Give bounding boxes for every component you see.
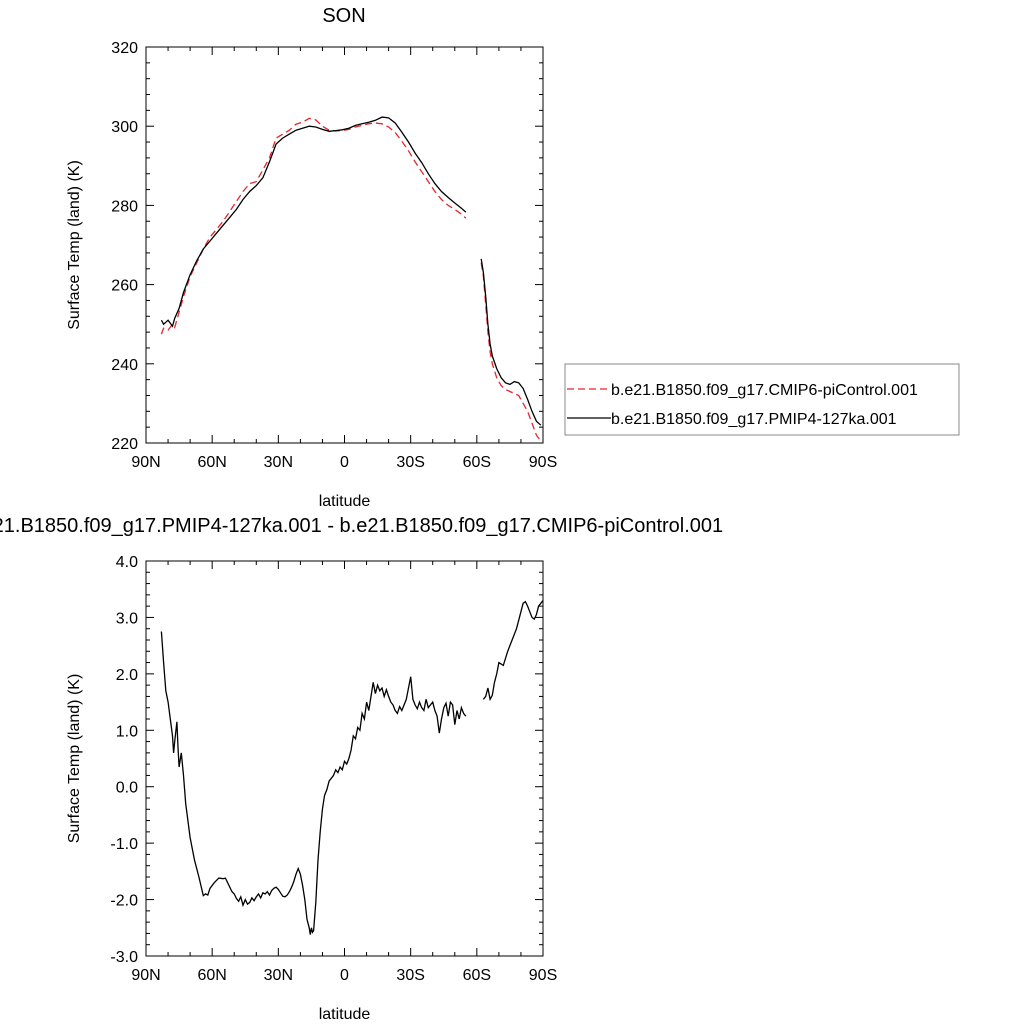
x-tick-label: 90S: [529, 454, 557, 471]
y-tick-label: 4.0: [116, 554, 138, 571]
x-tick-label: 30N: [264, 967, 293, 984]
x-tick-label: 90N: [131, 454, 160, 471]
legend-label-1: b.e21.B1850.f09_g17.CMIP6-piControl.001: [611, 382, 918, 399]
plot-frame: [145, 560, 544, 957]
x-axis-label: latitude: [319, 1006, 371, 1023]
y-tick-label: 0.0: [116, 780, 138, 797]
x-tick-label: 90S: [529, 967, 557, 984]
y-tick-label: 220: [111, 436, 138, 453]
x-tick-label: 90N: [131, 967, 160, 984]
x-tick-label: 0: [340, 967, 349, 984]
y-tick-label: 320: [111, 40, 138, 57]
x-tick-label: 0: [340, 454, 349, 471]
chart-panel-2: [145, 560, 544, 957]
y-axis-label: Surface Temp (land) (K): [66, 674, 83, 844]
x-tick-label: 30N: [264, 454, 293, 471]
x-tick-label: 30S: [396, 967, 424, 984]
y-tick-label: 2.0: [116, 667, 138, 684]
y-tick-label: -1.0: [110, 836, 138, 853]
legend-label-2: b.e21.B1850.f09_g17.PMIP4-127ka.001: [611, 411, 897, 428]
legend: [564, 363, 960, 436]
chart-panel-1: [145, 46, 544, 444]
y-tick-label: 3.0: [116, 610, 138, 627]
chart-title: SON: [322, 5, 365, 27]
x-tick-label: 60N: [197, 967, 226, 984]
y-tick-label: 1.0: [116, 723, 138, 740]
y-tick-label: 240: [111, 357, 138, 374]
chart-title: b.e21.B1850.f09_g17.PMIP4-127ka.001 - b.…: [0, 515, 723, 537]
y-axis-label: Surface Temp (land) (K): [66, 160, 83, 330]
x-axis-label: latitude: [319, 493, 371, 510]
y-tick-label: -3.0: [110, 949, 138, 966]
y-tick-label: 260: [111, 278, 138, 295]
legend-box: [564, 363, 960, 436]
y-tick-label: 280: [111, 198, 138, 215]
y-tick-label: -2.0: [110, 893, 138, 910]
x-tick-label: 60N: [197, 454, 226, 471]
series-line-1: [160, 600, 543, 935]
x-tick-label: 30S: [396, 454, 424, 471]
x-tick-label: 60S: [463, 454, 491, 471]
y-tick-label: 300: [111, 119, 138, 136]
x-tick-label: 60S: [463, 967, 491, 984]
series-line-2: [160, 116, 542, 426]
